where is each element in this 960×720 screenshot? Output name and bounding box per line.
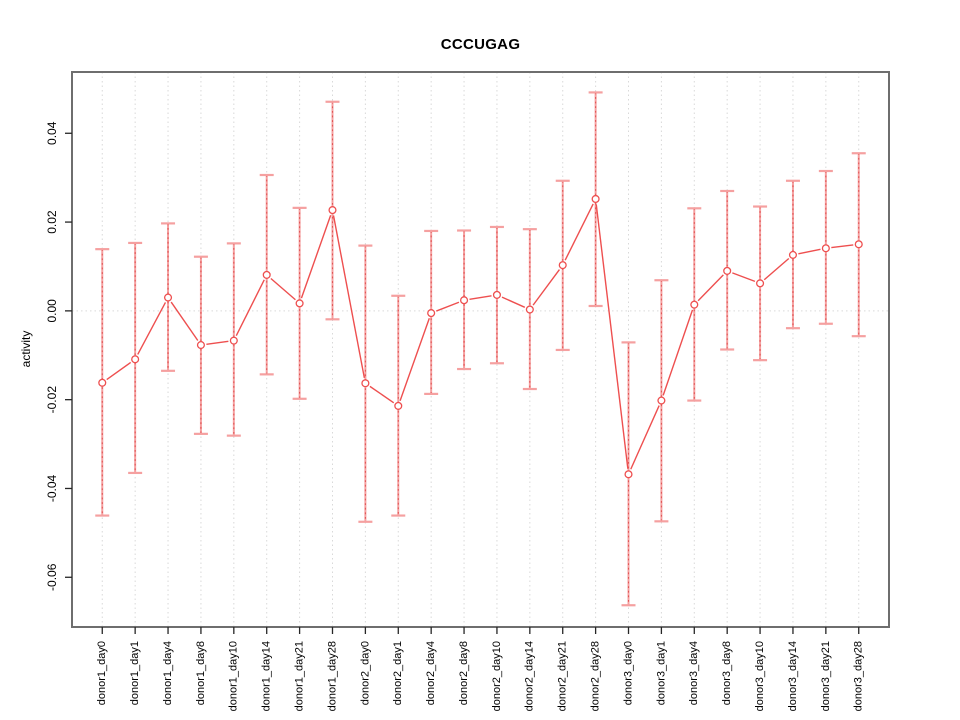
- series-segment: [469, 295, 492, 301]
- data-point: [196, 341, 205, 350]
- x-tick-label: donor2_day28: [590, 641, 602, 711]
- x-tick-label: donor3_day21: [820, 641, 832, 711]
- series-segment: [732, 272, 756, 283]
- series-segment: [206, 340, 229, 346]
- data-point: [328, 206, 337, 215]
- y-tick-label: -0.02: [45, 386, 59, 414]
- x-tick-label: donor3_day28: [853, 641, 865, 711]
- series-segment: [595, 204, 629, 469]
- x-tick-label: donor2_day21: [557, 641, 569, 711]
- series-segment: [501, 296, 526, 308]
- series-segment: [369, 385, 395, 404]
- series-segment: [436, 301, 460, 312]
- x-tick-label: donor3_day0: [622, 641, 634, 705]
- series-segment: [831, 244, 854, 249]
- x-tick-label: donor1_day28: [326, 641, 338, 711]
- series-segment: [662, 309, 694, 396]
- data-point: [229, 336, 238, 345]
- series-segment: [300, 215, 332, 299]
- x-tick-label: donor1_day1: [129, 641, 141, 705]
- data-point: [262, 270, 271, 279]
- x-tick-label: donor1_day21: [294, 641, 306, 711]
- chart-title: CCCUGAG: [440, 36, 521, 53]
- series-segment: [697, 274, 724, 302]
- data-point: [723, 266, 732, 275]
- x-tick-label: donor3_day14: [787, 641, 799, 711]
- series-segment: [137, 302, 167, 355]
- series-segment: [170, 301, 199, 341]
- data-point: [98, 378, 107, 387]
- data-point: [558, 261, 567, 270]
- y-tick-label: 0.00: [45, 299, 59, 323]
- y-tick-label: 0.04: [45, 121, 59, 145]
- series-segment: [106, 361, 132, 381]
- x-tick-label: donor1_day0: [96, 641, 108, 705]
- x-tick-label: donor1_day10: [228, 641, 240, 711]
- data-point: [657, 396, 666, 405]
- x-tick-label: donor2_day8: [458, 641, 470, 705]
- series-segment: [532, 269, 561, 306]
- data-point: [690, 300, 699, 309]
- series-segment: [332, 215, 366, 378]
- data-point: [361, 379, 370, 388]
- y-tick-label: -0.04: [45, 474, 59, 502]
- series-segment: [399, 318, 430, 401]
- data-point: [131, 355, 140, 364]
- x-tick-label: donor3_day4: [688, 641, 700, 705]
- y-tick-label: 0.02: [45, 210, 59, 234]
- x-tick-label: donor3_day10: [754, 641, 766, 711]
- data-point: [492, 290, 501, 299]
- data-point: [821, 244, 830, 253]
- series-segment: [763, 257, 790, 281]
- data-point: [427, 309, 436, 318]
- data-point: [624, 470, 633, 479]
- x-tick-label: donor1_day14: [261, 641, 273, 711]
- x-tick-label: donor2_day1: [392, 641, 404, 705]
- data-point: [460, 296, 469, 305]
- x-tick-label: donor2_day4: [425, 641, 437, 705]
- data-point: [295, 299, 304, 308]
- x-tick-label: donor1_day8: [195, 641, 207, 705]
- series-segment: [235, 279, 265, 337]
- series-segment: [630, 405, 660, 470]
- x-tick-label: donor2_day10: [491, 641, 503, 711]
- x-tick-label: donor2_day0: [359, 641, 371, 705]
- data-point: [163, 293, 173, 302]
- y-tick-label: -0.06: [45, 563, 59, 591]
- series-segment: [270, 277, 296, 301]
- data-point: [756, 279, 765, 288]
- data-point: [591, 194, 600, 204]
- plot-border: [71, 71, 890, 628]
- series-segment: [798, 248, 821, 255]
- x-tick-label: donor2_day14: [524, 641, 536, 711]
- series-segment: [564, 203, 594, 261]
- data-point: [788, 250, 798, 259]
- data-point: [525, 305, 534, 314]
- data-point: [394, 401, 403, 410]
- x-tick-label: donor3_day1: [655, 641, 667, 705]
- x-tick-label: donor3_day8: [721, 641, 733, 705]
- data-point: [854, 240, 863, 249]
- x-tick-label: donor1_day4: [162, 641, 174, 705]
